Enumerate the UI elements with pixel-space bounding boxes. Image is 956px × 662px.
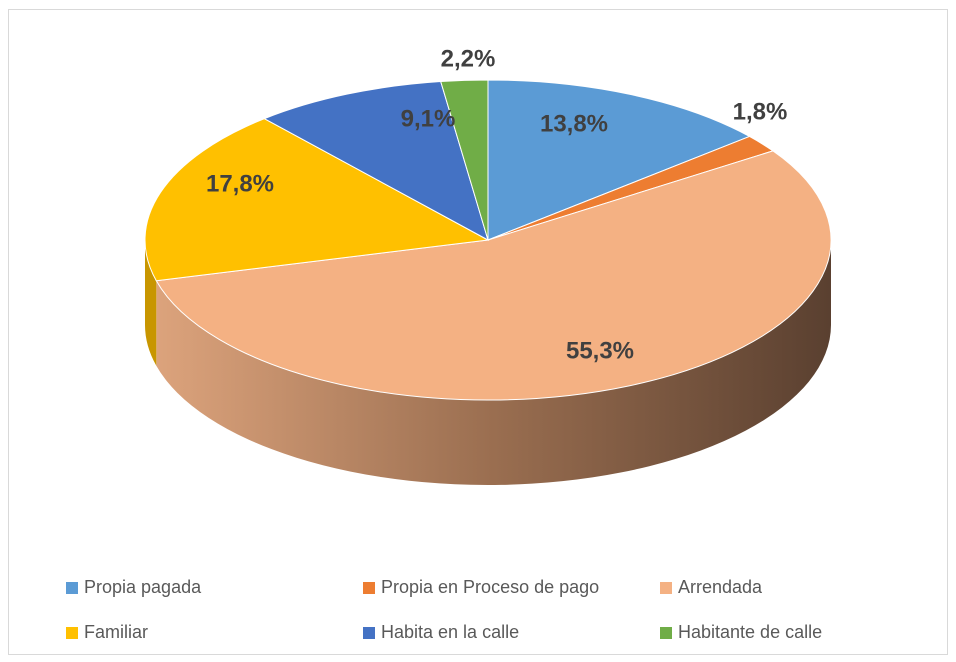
data-label: 2,2% xyxy=(441,45,496,72)
legend-swatch xyxy=(363,627,375,639)
slice xyxy=(144,118,490,282)
legend-swatch xyxy=(363,582,375,594)
data-label: 13,8% xyxy=(540,110,608,137)
legend-label: Habitante de calle xyxy=(678,622,822,642)
data-label: 17,8% xyxy=(206,170,274,197)
slice-side xyxy=(145,240,157,366)
legend-label: Propia pagada xyxy=(84,577,202,597)
legend-swatch xyxy=(660,627,672,639)
legend-label: Habita en la calle xyxy=(381,622,519,642)
slice xyxy=(263,81,489,242)
legend-swatch xyxy=(66,627,78,639)
legend-label: Arrendada xyxy=(678,577,763,597)
legend-label: Propia en Proceso de pago xyxy=(381,577,599,597)
legend-swatch xyxy=(66,582,78,594)
legend-label: Familiar xyxy=(84,622,148,642)
slice xyxy=(487,79,751,241)
data-label: 1,8% xyxy=(733,98,788,125)
slice xyxy=(440,79,489,241)
slice xyxy=(155,150,832,401)
slice-side xyxy=(156,240,832,486)
data-label: 9,1% xyxy=(401,105,456,132)
data-label: 55,3% xyxy=(566,337,634,364)
legend-swatch xyxy=(660,582,672,594)
